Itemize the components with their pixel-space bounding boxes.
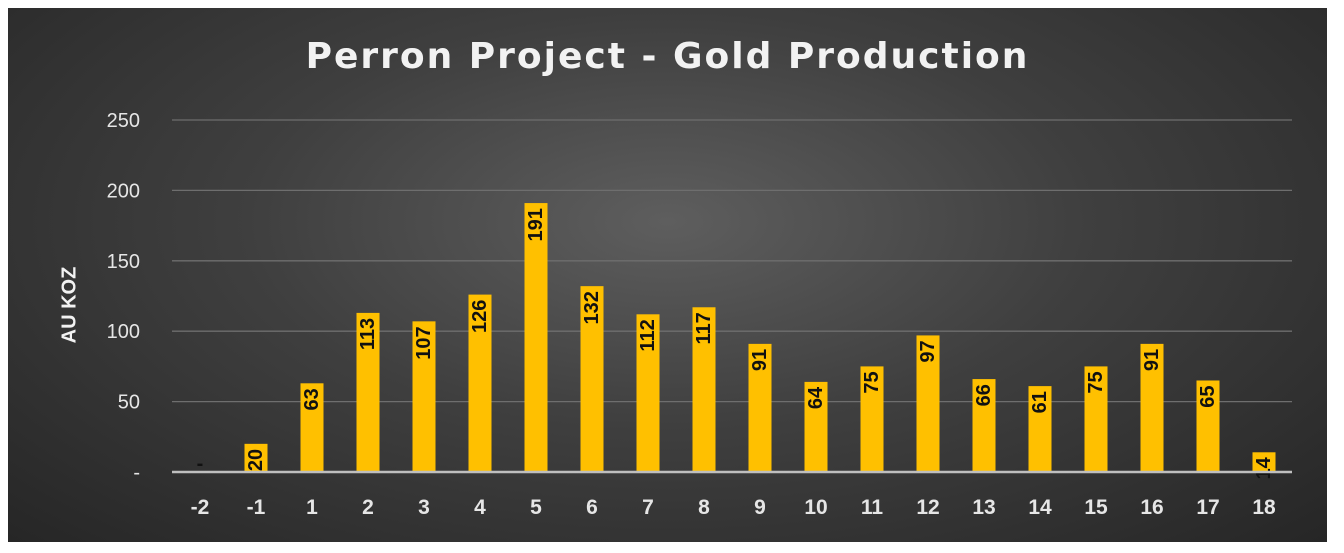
chart-area: Perron Project - Gold Production AU KOZ [8, 8, 1327, 542]
y-tick-label: - [133, 462, 140, 484]
x-tick-label: 10 [804, 496, 827, 519]
data-label: 66 [973, 384, 995, 406]
y-tick-label: 250 [107, 110, 140, 132]
x-tick-label: 17 [1196, 496, 1219, 519]
bar [1252, 452, 1276, 472]
x-tick-label: 7 [642, 496, 654, 519]
data-label: 20 [245, 449, 267, 471]
y-tick-label: 50 [118, 392, 140, 414]
data-label: 112 [637, 319, 659, 351]
data-label: 14 [1253, 456, 1275, 479]
bar [1196, 380, 1220, 472]
x-tick-label: 15 [1084, 496, 1108, 519]
data-label: 117 [693, 312, 715, 344]
x-tick-label: 13 [972, 496, 995, 519]
x-tick-label: -1 [247, 496, 266, 519]
x-tick-label: 8 [698, 496, 710, 519]
x-tick-label: 2 [362, 496, 374, 519]
x-tick-label: 3 [418, 496, 430, 519]
bar [748, 343, 772, 472]
bar [412, 321, 436, 472]
data-label: 97 [917, 340, 939, 362]
data-label: 126 [469, 300, 491, 333]
data-label: 75 [861, 371, 883, 393]
bar [356, 312, 380, 472]
data-label: 63 [301, 388, 323, 410]
bar [244, 443, 268, 472]
bar [636, 314, 660, 472]
data-label: 65 [1197, 385, 1219, 407]
data-label: 107 [413, 326, 435, 359]
bar [580, 286, 604, 472]
bar [1140, 343, 1164, 472]
data-label: 91 [749, 349, 771, 371]
data-label: 191 [525, 208, 547, 241]
x-tick-label: 9 [754, 496, 766, 519]
bar [468, 294, 492, 472]
data-label: 61 [1029, 391, 1051, 413]
bar [972, 379, 996, 472]
bar [692, 307, 716, 472]
y-tick-label: 200 [107, 180, 140, 202]
x-tick-label: 14 [1028, 496, 1052, 519]
data-label: 113 [357, 318, 379, 350]
x-tick-label: 16 [1140, 496, 1163, 519]
x-tick-label: 1 [306, 496, 318, 519]
x-tick-label: -2 [191, 496, 210, 519]
x-tick-label: 18 [1252, 496, 1276, 519]
x-tick-label: 11 [861, 496, 884, 519]
y-tick-label: 100 [107, 321, 140, 343]
chart-title: Perron Project - Gold Production [305, 36, 1030, 77]
bar [1084, 366, 1108, 472]
x-tick-label: 12 [916, 496, 939, 519]
data-label: - [197, 453, 204, 475]
data-label: 91 [1141, 349, 1163, 371]
data-label: 64 [805, 386, 827, 409]
data-label: 132 [581, 291, 603, 324]
bar [1028, 386, 1052, 472]
x-tick-label: 4 [474, 496, 486, 519]
x-tick-label: 5 [530, 496, 542, 519]
bar [916, 335, 940, 472]
data-label: 75 [1085, 371, 1107, 393]
bar [300, 383, 324, 472]
y-tick-label: 150 [107, 251, 140, 273]
bar [860, 366, 884, 472]
bar [804, 381, 828, 472]
bar [524, 203, 548, 472]
x-tick-label: 6 [586, 496, 598, 519]
